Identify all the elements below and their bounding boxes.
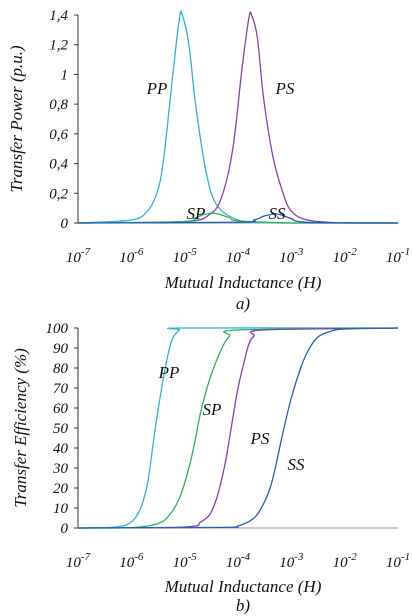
- chart-panel-b: 0 10 20 30 40 50 60 70 80 90 100 10-7 10-6 10-5 10-4 10…: [11, 321, 410, 615]
- y-tick-label: 30: [52, 461, 69, 477]
- series-label-sp: SP: [203, 400, 222, 419]
- x-tick-label: 10-3: [279, 551, 304, 571]
- y-tick-label: 1: [61, 67, 69, 83]
- series-label-ps: PS: [275, 79, 295, 98]
- series-line-ps: [77, 11, 398, 224]
- series-line-sp: [77, 212, 398, 224]
- x-tick-label: 10-4: [226, 246, 251, 266]
- x-tick-label: 10-7: [66, 551, 91, 571]
- series-line-ss: [77, 213, 399, 224]
- x-tick-label: 10-1: [386, 551, 410, 571]
- panel-label: b): [236, 596, 251, 615]
- series-line-ps: [77, 327, 399, 529]
- x-tick-label: 10-2: [333, 246, 358, 266]
- y-tick-label: 80: [53, 361, 69, 377]
- y-tick-label: 100: [46, 321, 69, 337]
- y-axis-label: Transfer Efficiency (%): [11, 348, 30, 508]
- series-line-ss: [77, 327, 399, 529]
- x-axis-label: Mutual Inductance (H): [164, 577, 322, 596]
- series-line-pp: [77, 327, 399, 529]
- y-tick-label: 0,2: [49, 186, 68, 202]
- x-tick-label: 10-4: [226, 551, 251, 571]
- y-tick-label: 1,4: [49, 8, 68, 24]
- y-tick-label: 0,8: [49, 97, 68, 113]
- series-label-pp: PP: [146, 79, 168, 98]
- series-label-sp: SP: [187, 204, 206, 223]
- series-line-sp: [77, 327, 399, 529]
- y-tick-label: 0: [61, 216, 69, 232]
- x-tick-label: 10-3: [279, 246, 304, 266]
- y-tick-label: 0,4: [49, 157, 68, 173]
- y-tick-label: 20: [53, 481, 69, 497]
- x-tick-label: 10-6: [119, 551, 144, 571]
- chart-panel-a: 0 0,2 0,4 0,6 0,8 1 1,2 1,4 10-7 10-6 10-5 10-4 10-3…: [7, 8, 410, 313]
- panel-label: a): [236, 294, 251, 313]
- series-label-ss: SS: [269, 204, 287, 223]
- x-tick-label: 10-1: [386, 246, 410, 266]
- y-tick-label: 0: [61, 521, 69, 537]
- y-tick-label: 40: [53, 441, 69, 457]
- y-tick-label: 1,2: [49, 38, 68, 54]
- series-label-pp: PP: [158, 363, 180, 382]
- x-tick-label: 10-5: [173, 551, 198, 571]
- y-tick-label: 10: [53, 501, 69, 517]
- x-tick-label: 10-7: [66, 246, 91, 266]
- series-label-ss: SS: [288, 455, 306, 474]
- y-tick-label: 90: [53, 341, 69, 357]
- x-tick-label: 10-5: [173, 246, 198, 266]
- y-tick-label: 60: [53, 401, 69, 417]
- y-tick-label: 70: [53, 381, 69, 397]
- series-line-pp: [77, 10, 398, 224]
- y-tick-label: 0,6: [49, 127, 68, 143]
- series-label-ps: PS: [250, 429, 270, 448]
- x-tick-label: 10-6: [119, 246, 144, 266]
- x-axis-label: Mutual Inductance (H): [164, 273, 322, 292]
- y-axis-label: Transfer Power (p.u.): [7, 45, 26, 193]
- x-tick-label: 10-2: [333, 551, 358, 571]
- y-tick-label: 50: [53, 421, 69, 437]
